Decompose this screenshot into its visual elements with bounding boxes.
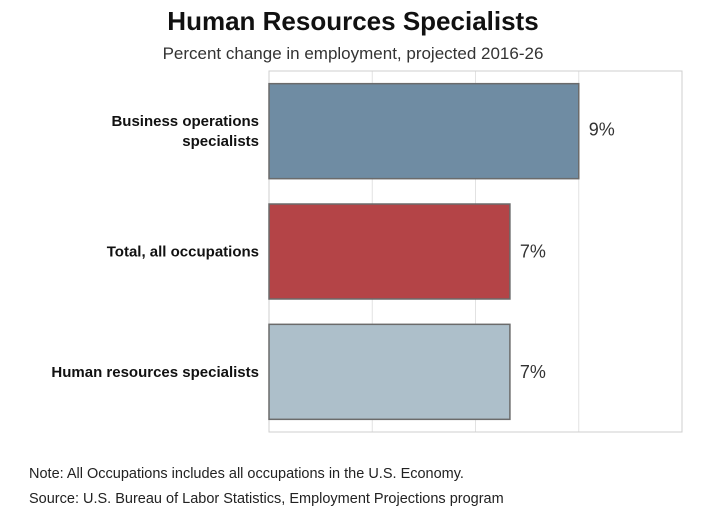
bar — [268, 203, 511, 300]
bars-group — [268, 82, 580, 421]
category-labels: Business operations specialists Total, all… — [51, 113, 259, 381]
bar-chart: Business operations specialists Total, all… — [51, 70, 683, 433]
footnote: Note: All Occupations includes all occup… — [29, 466, 464, 482]
value-label: 7% — [520, 242, 546, 262]
chart-subtitle: Percent change in employment, projected … — [162, 44, 544, 63]
value-label: 7% — [520, 362, 546, 382]
value-labels: 9% 7% 7% — [520, 120, 615, 382]
value-label: 9% — [589, 120, 615, 140]
bar — [268, 323, 511, 421]
category-label: Human resources specialists — [51, 364, 259, 381]
bar — [268, 82, 580, 180]
category-label: Business operations specialists — [111, 113, 259, 150]
category-label: Total, all occupations — [107, 244, 259, 261]
chart-title: Human Resources Specialists — [167, 6, 539, 36]
source-note: Source: U.S. Bureau of Labor Statistics,… — [29, 491, 504, 507]
